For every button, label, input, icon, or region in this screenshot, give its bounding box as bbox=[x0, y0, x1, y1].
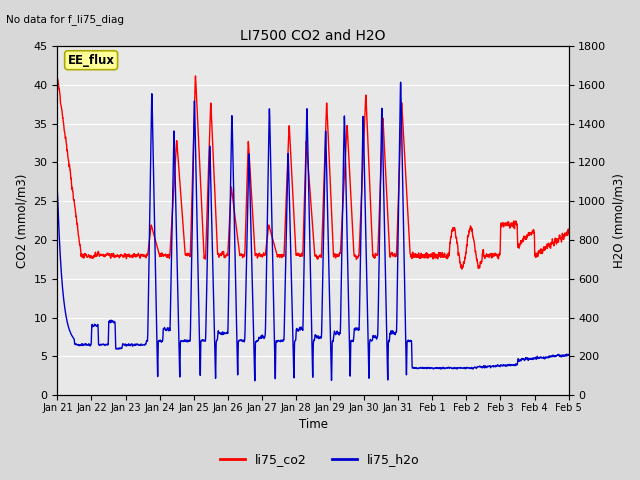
Y-axis label: H2O (mmol/m3): H2O (mmol/m3) bbox=[612, 173, 625, 268]
li75_co2 bbox=[273, 250, 280, 255]
Line: li75_co2: li75_co2 bbox=[58, 76, 568, 269]
li75_co2 bbox=[524, 232, 532, 238]
li75_co2 bbox=[268, 235, 276, 240]
li75_h2o bbox=[397, 79, 404, 85]
li75_co2 bbox=[54, 76, 61, 82]
Title: LI7500 CO2 and H2O: LI7500 CO2 and H2O bbox=[240, 29, 386, 43]
li75_h2o bbox=[524, 355, 532, 361]
li75_co2 bbox=[564, 230, 572, 236]
li75_h2o bbox=[296, 327, 304, 333]
li75_h2o bbox=[268, 237, 276, 243]
li75_h2o bbox=[425, 365, 433, 371]
li75_co2 bbox=[296, 252, 304, 257]
Line: li75_h2o: li75_h2o bbox=[58, 82, 568, 381]
li75_h2o bbox=[251, 378, 259, 384]
X-axis label: Time: Time bbox=[298, 419, 328, 432]
Text: EE_flux: EE_flux bbox=[68, 54, 115, 67]
li75_h2o bbox=[54, 190, 61, 195]
Y-axis label: CO2 (mmol/m3): CO2 (mmol/m3) bbox=[15, 173, 28, 268]
li75_h2o bbox=[564, 352, 572, 358]
li75_h2o bbox=[549, 353, 557, 359]
li75_co2 bbox=[549, 240, 557, 246]
Legend: li75_co2, li75_h2o: li75_co2, li75_h2o bbox=[215, 448, 425, 471]
li75_h2o bbox=[273, 338, 280, 344]
li75_co2 bbox=[191, 73, 199, 79]
Text: No data for f_li75_diag: No data for f_li75_diag bbox=[6, 14, 124, 25]
li75_co2 bbox=[425, 253, 433, 259]
li75_co2 bbox=[458, 266, 466, 272]
